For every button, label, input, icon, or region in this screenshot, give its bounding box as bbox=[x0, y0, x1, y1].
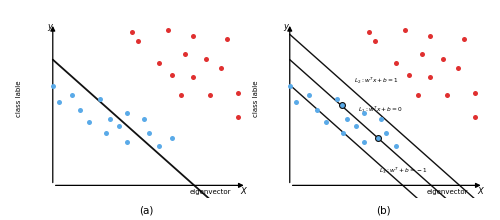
Point bbox=[378, 117, 386, 120]
Point bbox=[96, 97, 104, 101]
Point bbox=[128, 30, 136, 34]
Point bbox=[401, 28, 409, 32]
Point bbox=[460, 37, 468, 41]
Point bbox=[156, 144, 164, 147]
Point bbox=[49, 84, 57, 88]
Point bbox=[206, 94, 214, 97]
Point bbox=[156, 61, 164, 64]
Point bbox=[332, 97, 340, 101]
Point bbox=[392, 144, 400, 147]
Text: (a): (a) bbox=[140, 205, 153, 215]
Point bbox=[454, 66, 462, 70]
Point bbox=[106, 117, 114, 120]
Point bbox=[371, 39, 379, 43]
Point bbox=[292, 101, 300, 104]
Point bbox=[124, 140, 132, 144]
Point bbox=[382, 131, 390, 135]
Point bbox=[414, 94, 422, 97]
Point bbox=[352, 124, 360, 128]
Point bbox=[76, 108, 84, 111]
Text: X: X bbox=[240, 187, 246, 196]
Point bbox=[217, 66, 225, 70]
Point bbox=[344, 117, 351, 120]
Point bbox=[164, 28, 172, 32]
Point bbox=[134, 39, 142, 43]
Text: $L_1: w^Tx+b=0$: $L_1: w^Tx+b=0$ bbox=[358, 105, 403, 115]
Point bbox=[190, 34, 198, 37]
Point bbox=[322, 121, 330, 124]
Point bbox=[339, 131, 347, 135]
Point bbox=[124, 112, 132, 115]
Point bbox=[234, 115, 242, 119]
Point bbox=[426, 75, 434, 79]
Point bbox=[181, 52, 189, 55]
Text: $L_3: w^T+b=-1$: $L_3: w^T+b=-1$ bbox=[379, 166, 428, 176]
Point bbox=[286, 84, 294, 88]
Text: class lable: class lable bbox=[16, 81, 22, 117]
Point bbox=[168, 73, 176, 77]
Point bbox=[314, 108, 322, 111]
Point bbox=[102, 131, 110, 135]
Text: y: y bbox=[46, 22, 52, 31]
Point bbox=[471, 92, 479, 95]
Point bbox=[364, 30, 372, 34]
Point bbox=[176, 94, 184, 97]
Point bbox=[140, 117, 148, 120]
Point bbox=[144, 131, 152, 135]
Point bbox=[360, 140, 368, 144]
Text: (b): (b) bbox=[376, 205, 391, 215]
Point bbox=[374, 136, 382, 139]
Text: y: y bbox=[284, 22, 288, 31]
Point bbox=[439, 57, 447, 61]
Point bbox=[224, 37, 232, 41]
Point bbox=[202, 57, 210, 61]
Point bbox=[305, 94, 313, 97]
Point bbox=[444, 94, 452, 97]
Text: X: X bbox=[478, 187, 484, 196]
Point bbox=[234, 92, 242, 95]
Point bbox=[418, 52, 426, 55]
Point bbox=[168, 137, 176, 140]
Point bbox=[190, 75, 198, 79]
Point bbox=[360, 112, 368, 115]
Point bbox=[426, 34, 434, 37]
Point bbox=[405, 73, 413, 77]
Text: eigenvector: eigenvector bbox=[426, 189, 468, 195]
Point bbox=[85, 121, 93, 124]
Point bbox=[392, 61, 400, 64]
Text: eigenvector: eigenvector bbox=[190, 189, 231, 195]
Point bbox=[68, 94, 76, 97]
Point bbox=[471, 115, 479, 119]
Text: class lable: class lable bbox=[252, 81, 258, 117]
Point bbox=[55, 101, 63, 104]
Point bbox=[338, 103, 346, 107]
Text: $L_2: w^Tx+b=1$: $L_2: w^Tx+b=1$ bbox=[354, 76, 399, 86]
Point bbox=[115, 124, 123, 128]
